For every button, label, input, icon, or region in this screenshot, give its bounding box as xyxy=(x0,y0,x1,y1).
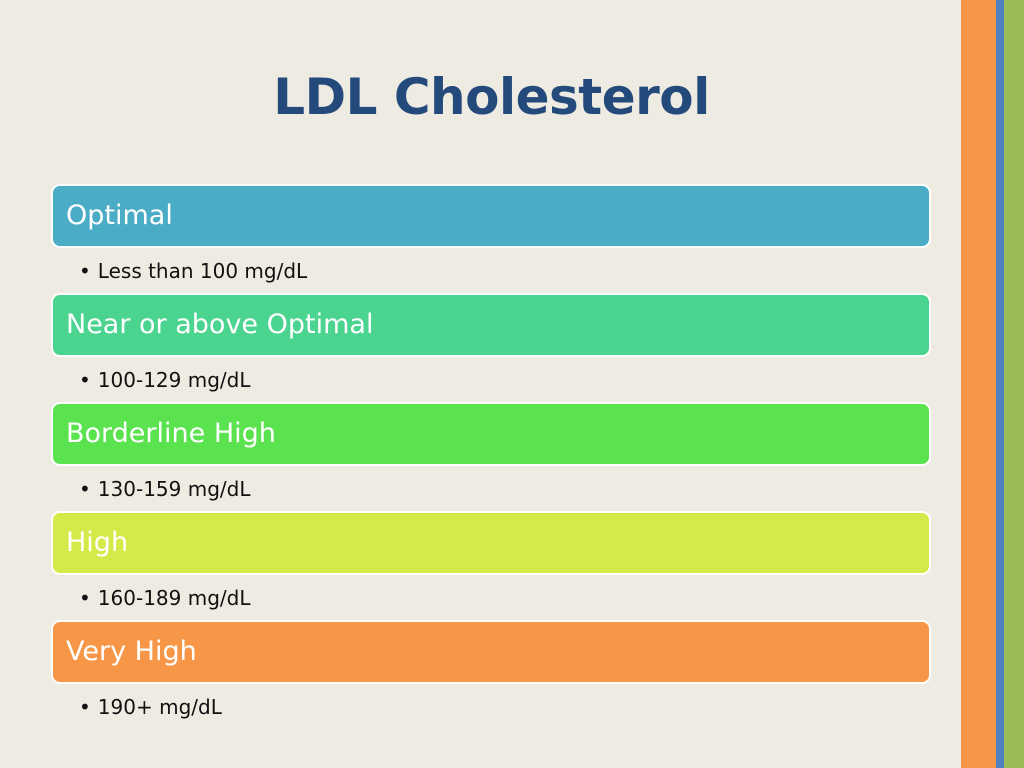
category-range: • 190+ mg/dL xyxy=(51,684,931,729)
category-item-very-high: Very High • 190+ mg/dL xyxy=(51,620,931,729)
slide: LDL Cholesterol Optimal • Less than 100 … xyxy=(0,0,1024,768)
category-bar-optimal: Optimal xyxy=(51,184,931,248)
bullet-icon: • xyxy=(79,368,91,392)
sidebar-stripe-blue xyxy=(996,0,1004,768)
bullet-icon: • xyxy=(79,259,91,283)
category-label: Borderline High xyxy=(66,420,276,447)
sidebar-stripe-green xyxy=(1004,0,1024,768)
category-bar-near-optimal: Near or above Optimal xyxy=(51,293,931,357)
category-label: Very High xyxy=(66,638,197,665)
category-item-borderline-high: Borderline High • 130-159 mg/dL xyxy=(51,402,931,511)
category-range: • 160-189 mg/dL xyxy=(51,575,931,620)
bullet-icon: • xyxy=(79,695,91,719)
category-range-text: 160-189 mg/dL xyxy=(98,586,251,610)
category-range: • Less than 100 mg/dL xyxy=(51,248,931,293)
bullet-icon: • xyxy=(79,477,91,501)
category-item-high: High • 160-189 mg/dL xyxy=(51,511,931,620)
category-range-text: Less than 100 mg/dL xyxy=(98,259,307,283)
category-range-text: 130-159 mg/dL xyxy=(98,477,251,501)
category-item-optimal: Optimal • Less than 100 mg/dL xyxy=(51,184,931,293)
category-bar-very-high: Very High xyxy=(51,620,931,684)
category-list: Optimal • Less than 100 mg/dL Near or ab… xyxy=(51,184,931,729)
category-range-text: 100-129 mg/dL xyxy=(98,368,251,392)
category-range: • 100-129 mg/dL xyxy=(51,357,931,402)
category-label: Near or above Optimal xyxy=(66,311,373,338)
category-bar-borderline-high: Borderline High xyxy=(51,402,931,466)
category-range: • 130-159 mg/dL xyxy=(51,466,931,511)
slide-title: LDL Cholesterol xyxy=(0,62,983,132)
bullet-icon: • xyxy=(79,586,91,610)
category-label: Optimal xyxy=(66,202,173,229)
category-item-near-optimal: Near or above Optimal • 100-129 mg/dL xyxy=(51,293,931,402)
category-bar-high: High xyxy=(51,511,931,575)
category-label: High xyxy=(66,529,128,556)
category-range-text: 190+ mg/dL xyxy=(98,695,222,719)
